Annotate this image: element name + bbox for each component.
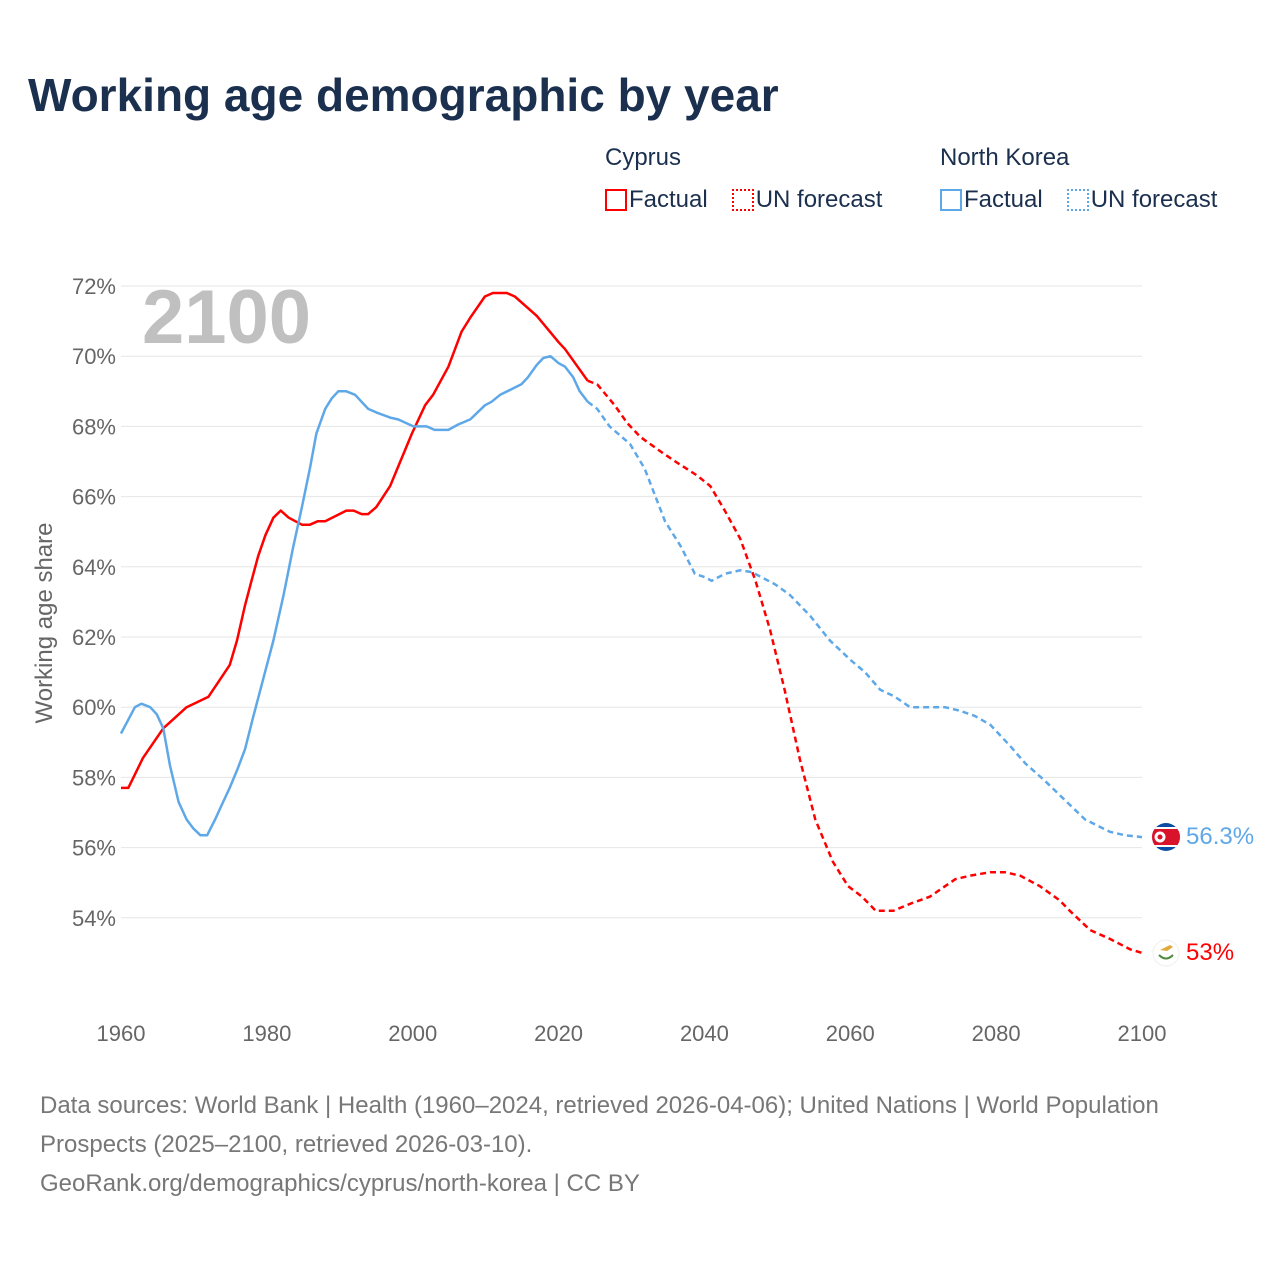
north-korea-factual-line <box>119 354 589 837</box>
x-tick-label: 1960 <box>97 1021 146 1046</box>
legend-swatch-solid <box>940 189 962 211</box>
north-korea-flag-icon <box>1152 823 1180 851</box>
legend-cyprus-factual[interactable]: Factual <box>605 186 708 214</box>
y-tick-label: 66% <box>72 485 116 510</box>
y-tick-label: 64% <box>72 555 116 580</box>
x-tick-label: 2060 <box>826 1021 875 1046</box>
legend-swatch-dotted <box>1066 189 1089 211</box>
y-tick-label: 70% <box>72 344 116 369</box>
legend-label: UN forecast <box>755 186 883 213</box>
y-tick-label: 62% <box>72 625 116 650</box>
cyprus-factual-line <box>121 291 589 790</box>
y-axis-label: Working age share <box>31 523 58 724</box>
legend-group-title: North Korea <box>940 144 1070 171</box>
legend-cyprus: Cyprus Factual UN forecast <box>605 144 900 214</box>
legend-label: Factual <box>629 186 708 213</box>
north-korea-forecast-line <box>586 400 1143 839</box>
legend-label: UN forecast <box>1090 186 1218 213</box>
legend-group-title: Cyprus <box>605 144 682 171</box>
data-sources-text: Data sources: World Bank | Health (1960–… <box>40 1092 1159 1158</box>
x-tick-label: 2100 <box>1118 1021 1167 1046</box>
x-tick-label: 2020 <box>534 1021 583 1046</box>
footer-sources: Data sources: World Bank | Health (1960–… <box>40 1086 1220 1203</box>
x-tick-label: 2040 <box>680 1021 729 1046</box>
x-tick-label: 2080 <box>972 1021 1021 1046</box>
y-tick-label: 56% <box>72 836 116 861</box>
y-tick-label: 54% <box>72 906 116 931</box>
legend-swatch-solid <box>605 189 627 211</box>
year-watermark: 2100 <box>142 275 311 360</box>
chart-title: Working age demographic by year <box>28 69 779 121</box>
y-tick-label: 60% <box>72 695 116 720</box>
cyprus-flag-icon <box>1152 939 1180 967</box>
legend-north-korea: North Korea Factual UN forecast <box>940 144 1235 214</box>
legend-cyprus-forecast[interactable]: UN forecast <box>731 186 883 214</box>
cyprus-end-label: 53% <box>1186 939 1234 966</box>
legend-north-korea-factual[interactable]: Factual <box>940 186 1043 214</box>
attribution-link[interactable]: GeoRank.org/demographics/cyprus/north-ko… <box>40 1170 640 1197</box>
cyprus-forecast-line <box>587 379 1143 955</box>
legend-north-korea-forecast[interactable]: UN forecast <box>1066 186 1218 214</box>
legend-swatch-dotted <box>731 189 754 211</box>
y-tick-label: 72% <box>72 274 116 299</box>
north-korea-end-label: 56.3% <box>1186 823 1254 850</box>
y-tick-label: 58% <box>72 765 116 790</box>
legend-label: Factual <box>964 186 1043 213</box>
x-tick-label: 1980 <box>242 1021 291 1046</box>
y-tick-label: 68% <box>72 414 116 439</box>
x-tick-label: 2000 <box>388 1021 437 1046</box>
